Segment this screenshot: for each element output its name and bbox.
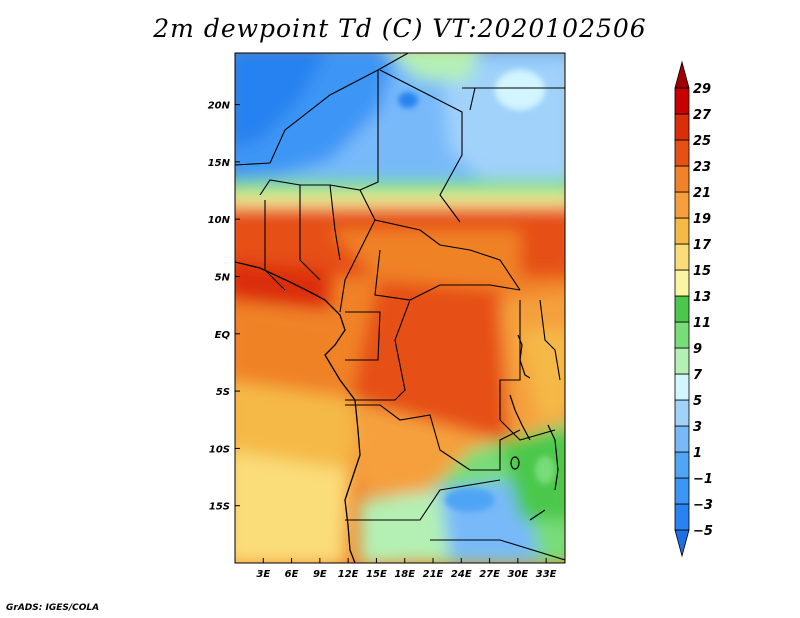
lat-label: 15S <box>209 502 230 513</box>
colorbar-label: 27 <box>693 108 712 123</box>
lat-label: 20N <box>208 101 231 112</box>
lat-label: 5N <box>215 272 231 283</box>
lon-label: 21E <box>423 569 444 580</box>
colorbar-label: 25 <box>693 134 711 149</box>
colorbar-label: 15 <box>693 264 711 279</box>
lon-label: 33E <box>536 569 557 580</box>
longitude-labels: 3E 6E 9E 12E 15E 18E 21E 24E 27E 30E 33E <box>256 558 557 580</box>
lon-label: 9E <box>313 569 327 580</box>
lon-label: 12E <box>338 569 359 580</box>
colorbar-label: 9 <box>693 342 702 357</box>
lat-label: 15N <box>208 158 231 169</box>
colorbar-segment <box>674 165 690 193</box>
colorbar-arrow-high <box>674 60 690 89</box>
dewpoint-field <box>235 53 565 563</box>
latitude-labels: 20N 15N 10N 5N EQ 5S 10S 15S <box>208 101 240 513</box>
colorbar-segment <box>674 503 690 531</box>
colorbar-segment <box>674 295 690 323</box>
lakes <box>509 334 559 521</box>
colorbar-segment <box>674 425 690 453</box>
lon-label: 18E <box>394 569 415 580</box>
colorbar-segment <box>674 191 690 219</box>
colorbar-label: 13 <box>693 290 711 305</box>
colorbar-label: −1 <box>693 472 713 487</box>
colorbar-segment <box>674 87 690 115</box>
country-borders <box>235 53 565 561</box>
colorbar-segment <box>674 217 690 245</box>
colorbar-label: 21 <box>693 186 711 201</box>
colorbar-label: 5 <box>693 394 702 409</box>
colorbar-segment <box>674 399 690 427</box>
colorbar-segment <box>674 321 690 349</box>
colorbar-label: 3 <box>693 420 702 435</box>
colorbar-label: 17 <box>693 238 712 253</box>
colorbar-label: −5 <box>693 524 713 539</box>
colorbar-arrow-low <box>674 529 690 558</box>
lat-label: 10S <box>209 444 230 455</box>
colorbar-segment <box>674 139 690 167</box>
colorbar-segment <box>674 243 690 271</box>
lon-label: 24E <box>451 569 472 580</box>
colorbar-segment <box>674 113 690 141</box>
lon-label: 15E <box>366 569 387 580</box>
lat-label: EQ <box>215 330 231 341</box>
colorbar-label: −3 <box>693 498 713 513</box>
lon-label: 30E <box>507 569 528 580</box>
lat-label: 5S <box>216 387 230 398</box>
lat-label: 10N <box>208 215 231 226</box>
lon-label: 3E <box>256 569 270 580</box>
coastline <box>235 261 361 563</box>
map-frame <box>234 52 566 564</box>
map-title: 2m dewpoint Td (C) VT:2020102506 <box>153 14 647 43</box>
colorbar-label: 29 <box>693 82 711 97</box>
colorbar-label: 23 <box>693 160 711 175</box>
colorbar-segment <box>674 451 690 479</box>
colorbar-label: 7 <box>693 368 703 383</box>
grads-credit: GrADS: IGES/COLA <box>6 603 100 613</box>
colorbar-label: 19 <box>693 212 711 227</box>
colorbar-label: 11 <box>693 316 711 331</box>
colorbar-segment <box>674 269 690 297</box>
lon-label: 27E <box>479 569 500 580</box>
colorbar-label: 1 <box>693 446 702 461</box>
colorbar-segment <box>674 373 690 401</box>
lon-label: 6E <box>285 569 299 580</box>
colorbar-segment <box>674 477 690 505</box>
colorbar-segment <box>674 347 690 375</box>
